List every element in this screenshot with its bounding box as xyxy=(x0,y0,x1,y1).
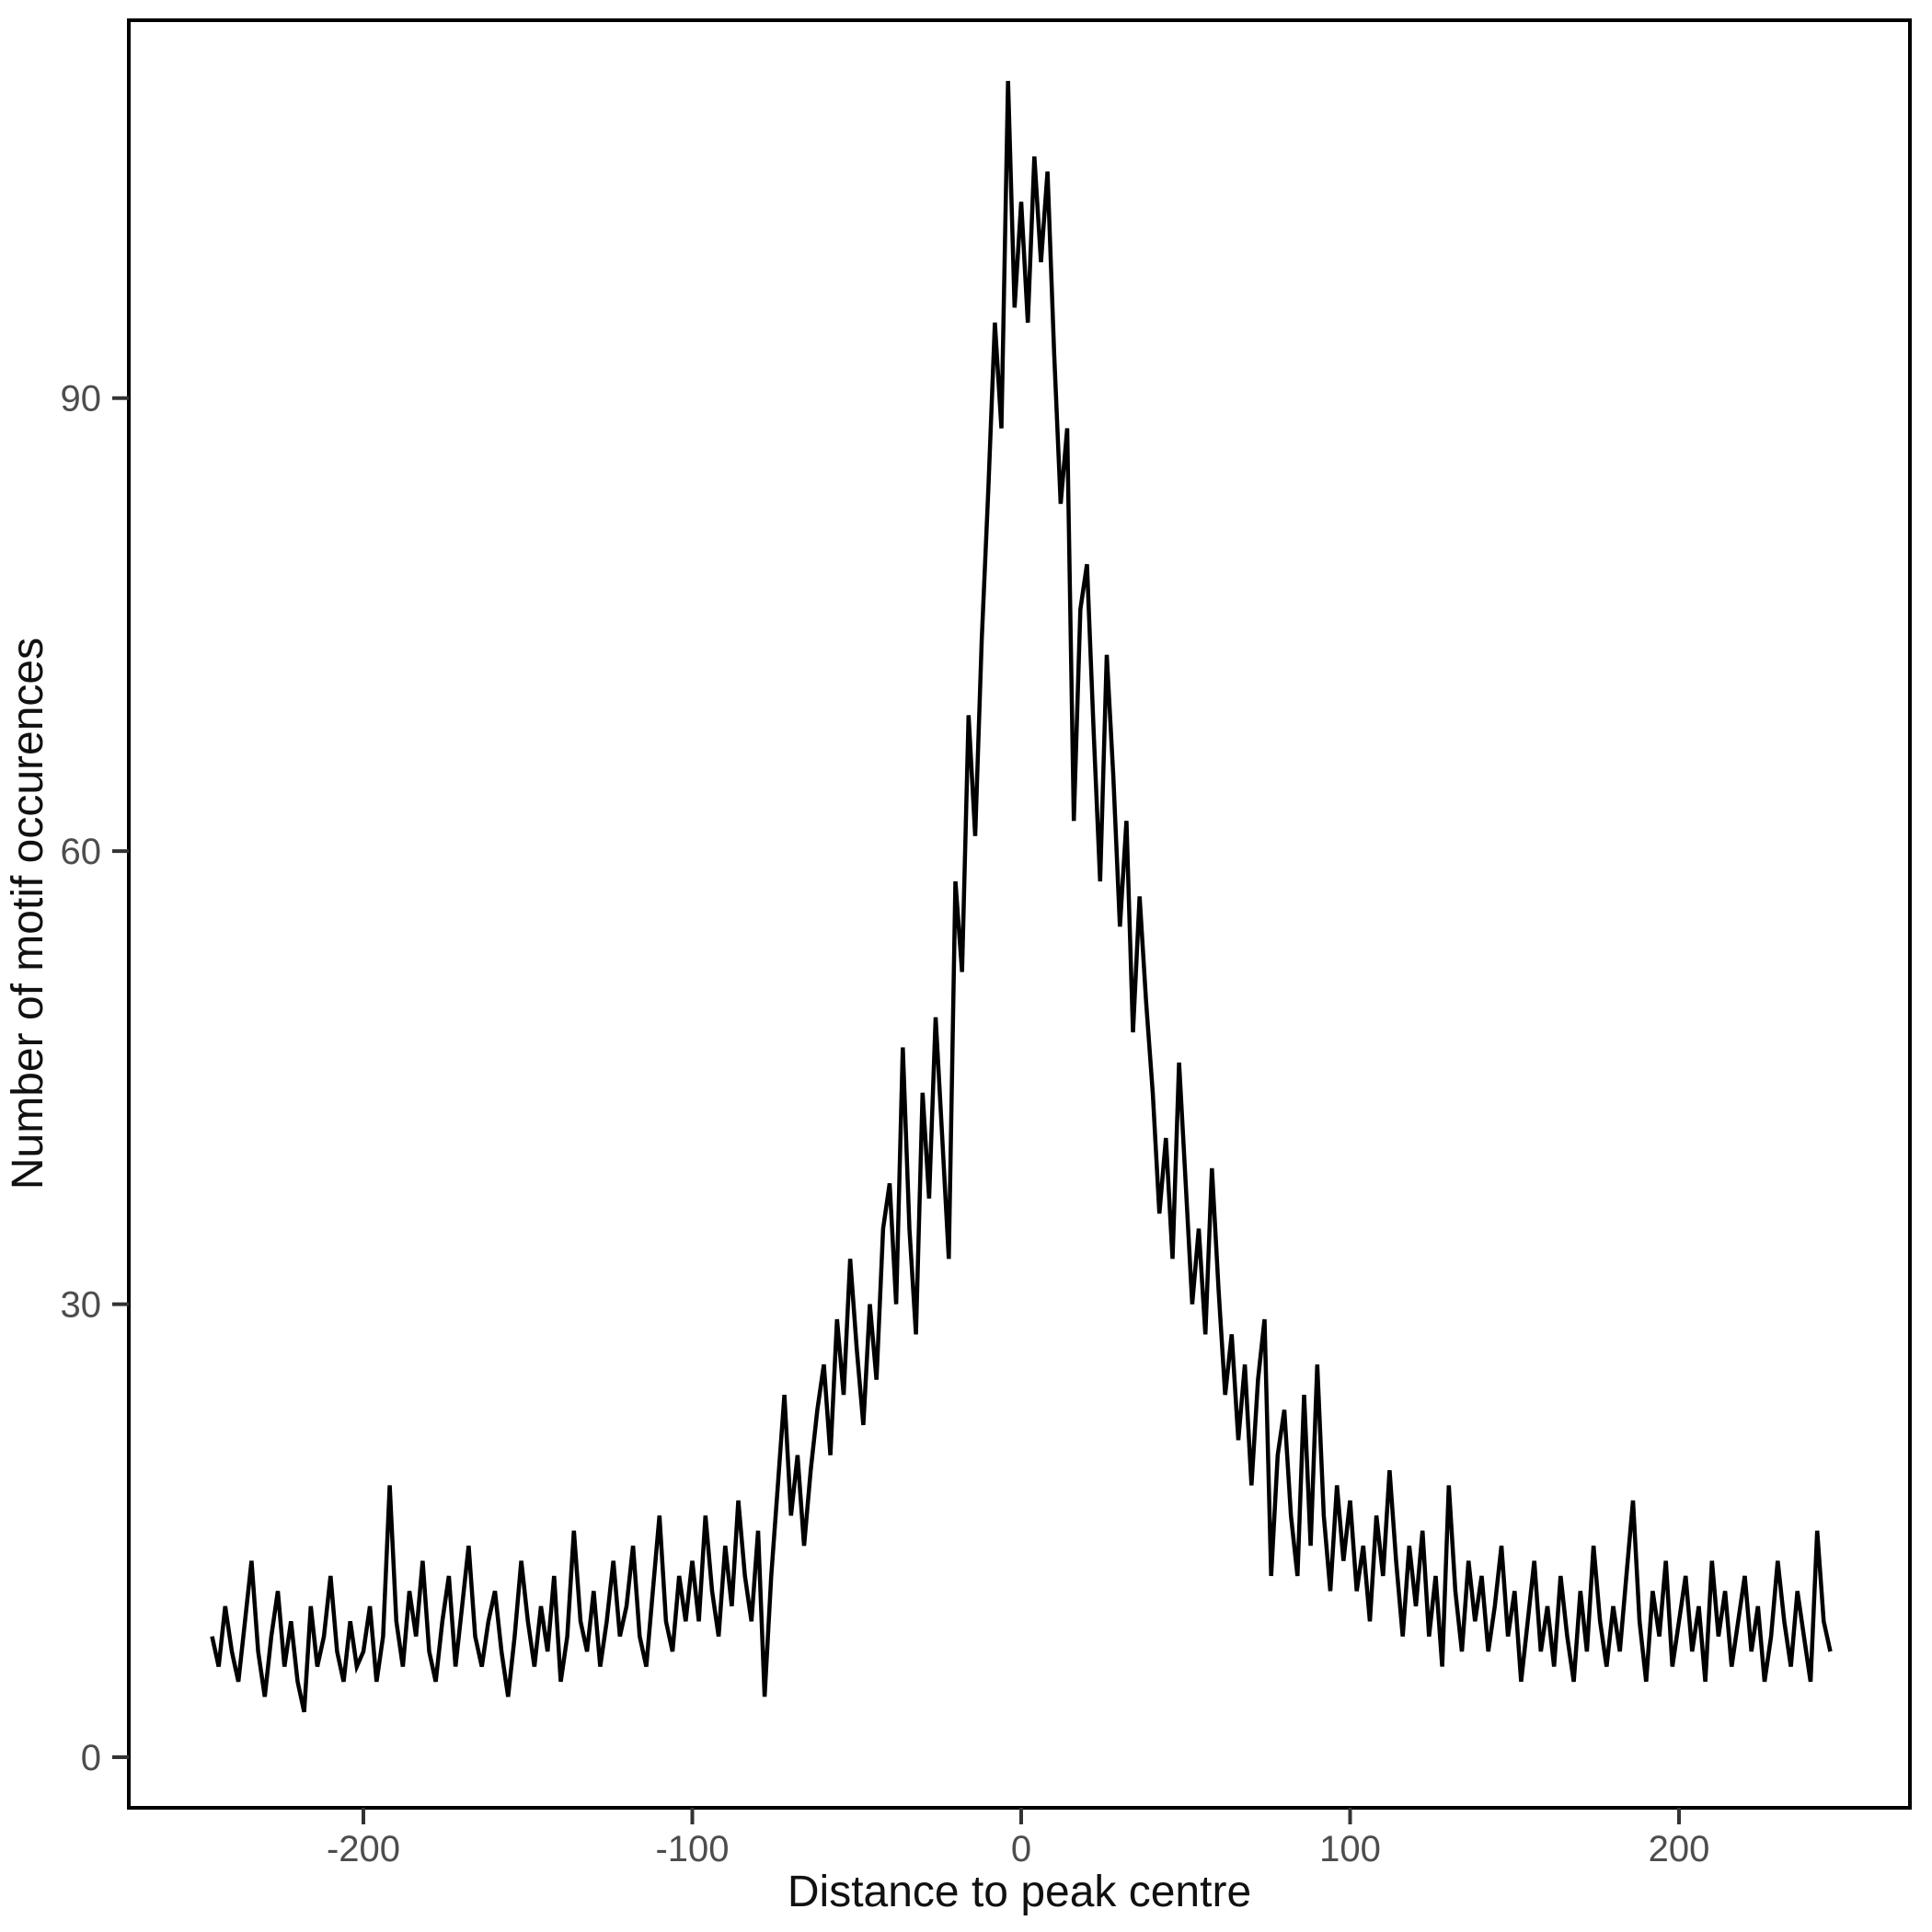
plot-panel-border xyxy=(127,18,1912,1810)
y-tick-label: 0 xyxy=(81,1738,101,1778)
axis-ticks: 0 30 60 90 -200 -100 0 100 200 xyxy=(61,379,1710,1869)
x-tick-label: 200 xyxy=(1649,1829,1710,1869)
y-tick-label: 30 xyxy=(61,1285,102,1326)
y-axis-title: Number of motif occurences xyxy=(4,638,52,1190)
x-tick-label: 100 xyxy=(1319,1829,1381,1869)
y-tick-label: 60 xyxy=(61,832,102,872)
x-axis-title: Distance to peak centre xyxy=(788,1868,1251,1916)
data-line-series xyxy=(210,80,1833,1713)
x-tick-label: -100 xyxy=(655,1829,729,1869)
x-tick-label: 0 xyxy=(1011,1829,1031,1869)
y-tick-label: 90 xyxy=(61,379,102,420)
x-tick-label: -200 xyxy=(327,1829,400,1869)
